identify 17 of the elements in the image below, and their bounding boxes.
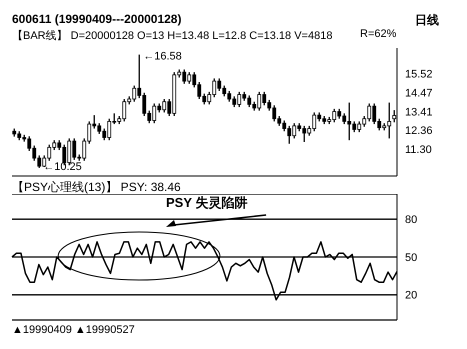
annotation: PSY 失灵陷阱: [166, 194, 248, 212]
annotation: ←16.58: [143, 50, 182, 63]
y-tick-label: 14.47: [405, 87, 433, 100]
y-tick-label: 12.36: [405, 125, 433, 138]
chart-title: 600611 (19990409---20000128): [12, 12, 182, 26]
annotation: ←10.25: [43, 160, 82, 173]
text: R=62%: [360, 28, 396, 40]
text: ▲19990409 ▲19990527: [12, 324, 135, 336]
chart-title: 【PSY心理线(13)】 PSY: 38.46: [12, 179, 181, 196]
y-tick-label: 20: [405, 290, 418, 302]
y-tick-label: 11.30: [405, 144, 432, 156]
text: 日线: [415, 12, 439, 29]
y-tick-label: 50: [405, 252, 418, 264]
chart-subtitle: 【BAR线】 D=20000128 O=13 H=13.48 L=12.8 C=13.18 V=4818: [12, 28, 332, 43]
y-tick-label: 15.52: [405, 68, 433, 81]
y-tick-label: 13.41: [405, 106, 433, 118]
y-tick-label: 80: [405, 214, 418, 226]
